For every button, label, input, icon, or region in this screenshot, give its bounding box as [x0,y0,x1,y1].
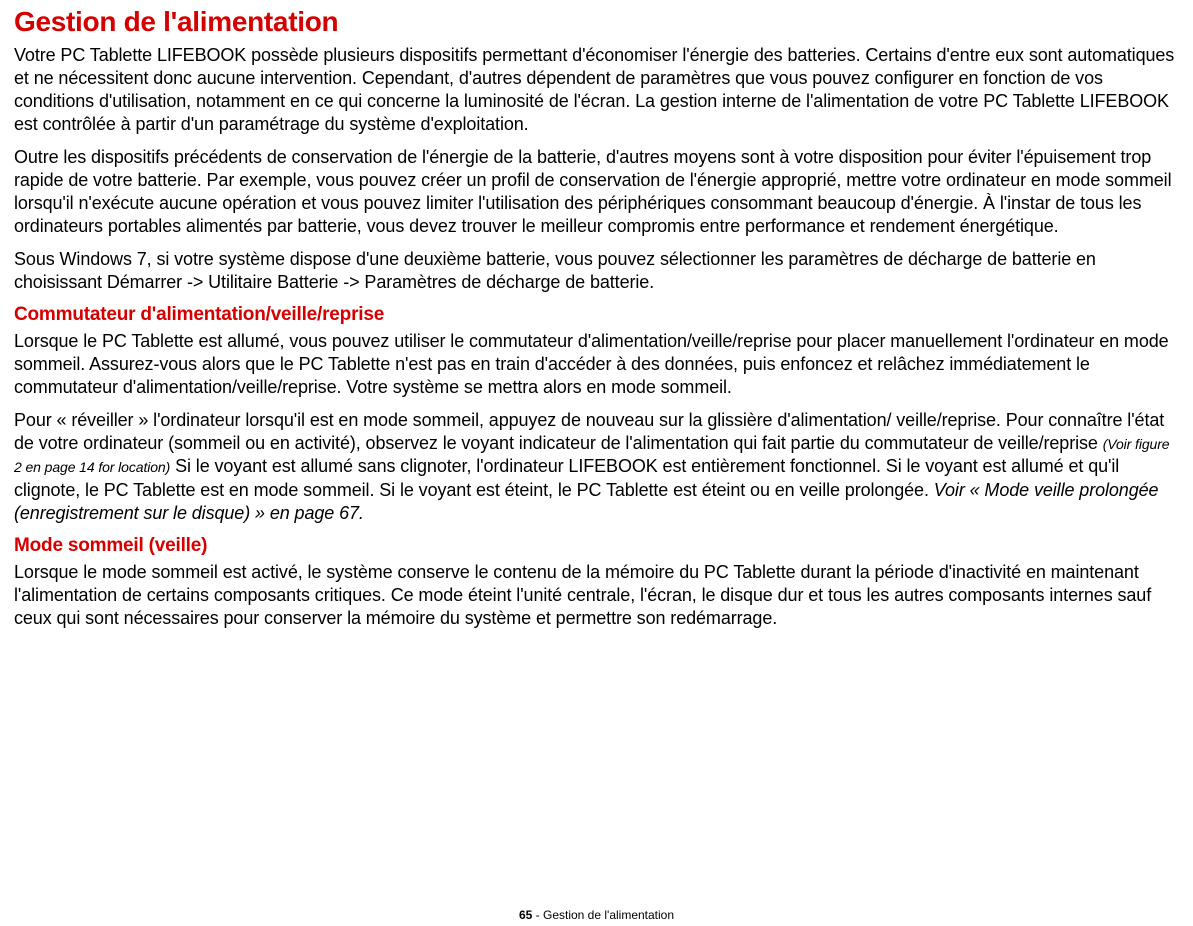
section-heading-commutateur: Commutateur d'alimentation/veille/repris… [14,304,1179,326]
page-number: 65 [519,908,532,922]
commutateur-paragraph-1: Lorsque le PC Tablette est allumé, vous … [14,330,1179,399]
page-title: Gestion de l'alimentation [14,6,1179,38]
page-footer: 65 - Gestion de l'alimentation [0,908,1193,922]
sommeil-paragraph-1: Lorsque le mode sommeil est activé, le s… [14,561,1179,630]
para-5-part-a: Pour « réveiller » l'ordinateur lorsqu'i… [14,410,1164,453]
intro-paragraph-2: Outre les dispositifs précédents de cons… [14,146,1179,238]
footer-section-label: - Gestion de l'alimentation [532,908,674,922]
section-heading-sommeil: Mode sommeil (veille) [14,535,1179,557]
commutateur-paragraph-2: Pour « réveiller » l'ordinateur lorsqu'i… [14,409,1179,524]
intro-paragraph-3: Sous Windows 7, si votre système dispose… [14,248,1179,294]
intro-paragraph-1: Votre PC Tablette LIFEBOOK possède plusi… [14,44,1179,136]
